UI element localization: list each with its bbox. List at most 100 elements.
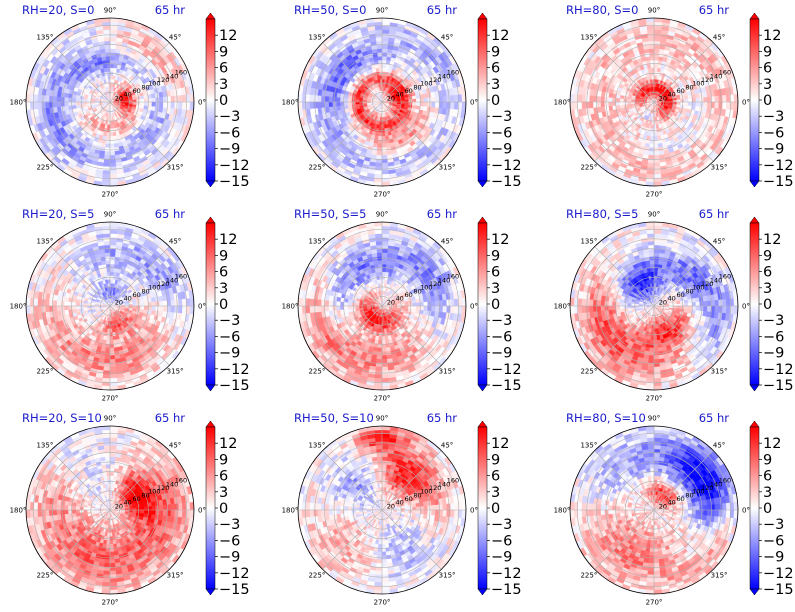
heatmap-cell (75, 302, 80, 307)
heatmap-cell (653, 75, 657, 80)
heatmap-cell (102, 25, 111, 31)
heatmap-cell (653, 25, 662, 31)
heatmap-cell (107, 120, 111, 126)
heatmap-cell (577, 101, 583, 110)
heatmap-cell (650, 132, 655, 137)
heatmap-cell (412, 101, 417, 106)
heatmap-cell (650, 63, 655, 69)
heatmap-cell (140, 305, 145, 310)
colorbar-extend-max (205, 12, 216, 20)
radius-tick-label: 20 (387, 94, 395, 102)
heatmap-cell (44, 101, 50, 109)
heatmap-cell (56, 96, 61, 103)
colorbar-tick-label: 3 (763, 77, 772, 93)
heatmap-cell (434, 96, 440, 103)
heatmap-cell (305, 101, 311, 110)
heatmap-cell (71, 98, 77, 103)
heatmap-cell (423, 97, 429, 103)
heatmap-cell (109, 170, 118, 175)
colorbar-tick-label: 6 (219, 61, 228, 77)
heatmap-cell (646, 173, 655, 179)
heatmap-cell (105, 55, 111, 61)
heatmap-cell (109, 18, 119, 23)
heatmap-cell (656, 67, 661, 73)
heatmap-cell (381, 44, 388, 50)
angle-tick-label: 315° (711, 164, 728, 172)
panel-time-label: 65 hr (427, 3, 458, 17)
colorbar-tick-label: −6 (219, 125, 240, 141)
colorbar-extend-min (477, 180, 488, 188)
heatmap-cell (653, 48, 660, 53)
heatmap-cell (107, 124, 111, 129)
heatmap-cell (52, 101, 58, 108)
heatmap-cell (335, 101, 341, 107)
heatmap-cell (581, 94, 586, 103)
heatmap-cell (619, 98, 624, 103)
heatmap-cell (309, 94, 314, 103)
angle-tick-label: 225° (36, 164, 53, 172)
heatmap-cell (653, 67, 658, 72)
heatmap-cell (651, 120, 655, 126)
angle-tick-label: 315° (167, 164, 184, 172)
heatmap-cell (103, 131, 108, 137)
heatmap-cell (75, 98, 80, 103)
heatmap-cell (653, 162, 661, 168)
heatmap-cell (151, 97, 157, 103)
heatmap-cell (358, 99, 364, 103)
heatmap-cell (646, 29, 655, 34)
colorbar-tick-label: 6 (763, 61, 772, 77)
angle-tick-label: 225° (308, 164, 325, 172)
heatmap-cell (627, 99, 632, 103)
grid-spoke (109, 42, 170, 103)
heatmap-cell (159, 101, 164, 108)
angle-tick-label: 135° (580, 33, 597, 41)
heatmap-cell (653, 170, 662, 175)
heatmap-cell (102, 29, 111, 34)
colorbar-tick-label: 9 (491, 44, 500, 60)
heatmap-cell (328, 101, 333, 108)
angle-tick-label: 225° (580, 164, 597, 172)
angle-tick-label: 45° (169, 33, 181, 41)
heatmap-cell (703, 96, 708, 103)
heatmap-cell (128, 101, 134, 105)
heatmap-cell (714, 95, 720, 103)
heatmap-cell (107, 324, 111, 330)
heatmap-cell (376, 48, 383, 53)
heatmap-cell (646, 25, 655, 31)
heatmap-cell (109, 162, 117, 168)
colorbar-tick-label: −6 (763, 125, 784, 141)
colorbar-tick-label: −6 (491, 125, 512, 141)
heatmap-cell (581, 101, 586, 110)
heatmap-cell (650, 135, 655, 141)
colorbar-tick-label: −3 (763, 109, 784, 125)
grid-spoke (50, 101, 111, 162)
heatmap-cell (714, 101, 720, 109)
heatmap-cell (379, 120, 383, 126)
heatmap-cell (648, 48, 655, 53)
heatmap-cell (109, 55, 115, 61)
heatmap-cell (434, 101, 440, 108)
panel-title: RH=20, S=0 (22, 3, 94, 17)
colorbar-tick-label: −12 (219, 158, 250, 174)
heatmap-cell (140, 101, 145, 106)
colorbar-tick-label: −3 (219, 109, 240, 125)
heatmap-cell (722, 94, 727, 103)
heatmap-cell (619, 95, 625, 100)
heatmap-cell (725, 101, 731, 110)
colorbar-tick-label: 12 (219, 28, 237, 44)
heatmap-cell (683, 104, 689, 109)
heatmap-cell (106, 135, 111, 141)
polar-frame (25, 17, 195, 187)
heatmap-cell (104, 48, 111, 53)
heatmap-cell (442, 101, 448, 109)
heatmap-cell (316, 101, 322, 109)
angle-tick-label: 90° (648, 7, 660, 15)
heatmap-cell (143, 98, 149, 103)
colorbar-tick-label: −12 (491, 158, 522, 174)
heatmap-cell (328, 96, 333, 103)
heatmap-cell (26, 93, 31, 103)
heatmap-cell (648, 44, 655, 50)
